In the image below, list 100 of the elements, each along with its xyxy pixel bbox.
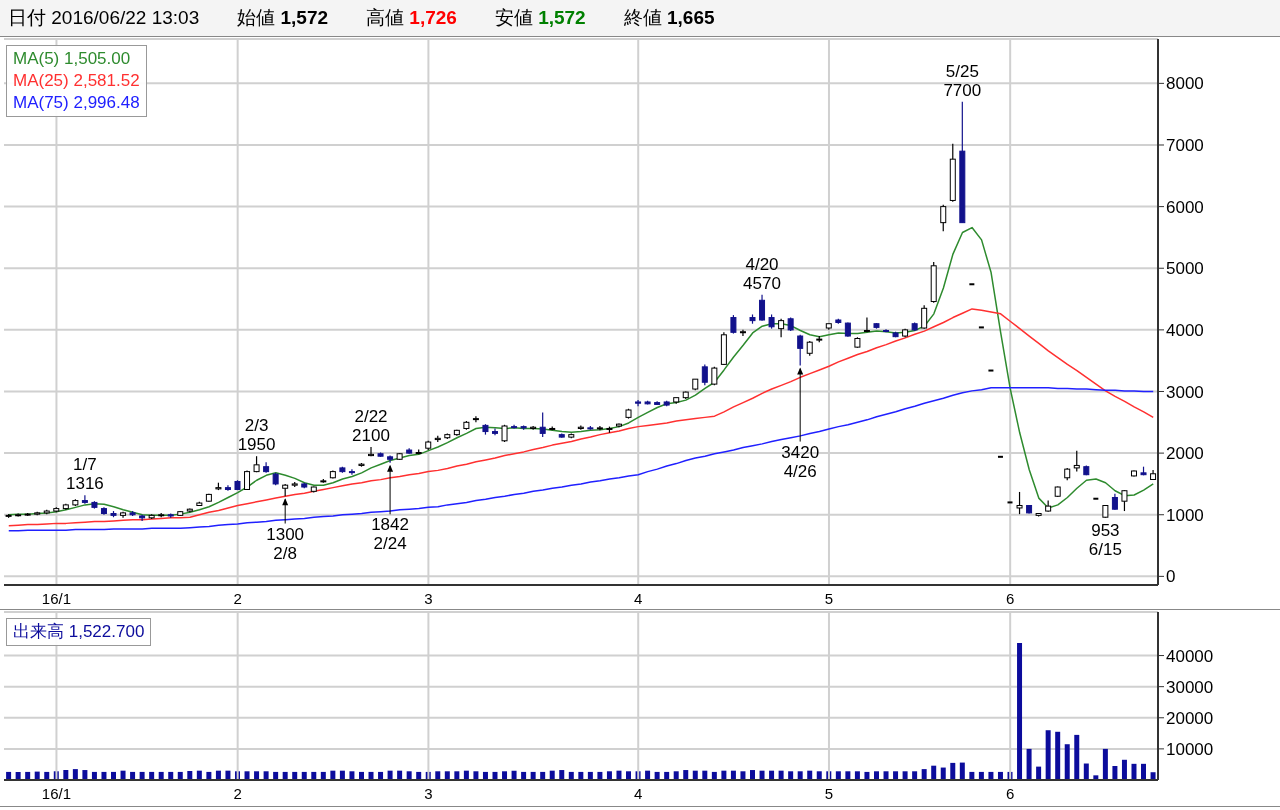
candlestick bbox=[797, 334, 804, 367]
bar bbox=[63, 770, 69, 780]
bar bbox=[254, 771, 260, 780]
bar bbox=[502, 771, 508, 780]
annotation: 1/7 1316 bbox=[65, 455, 104, 494]
annotation: 1300 2/8 bbox=[266, 524, 305, 563]
x-tick-label: 2 bbox=[233, 589, 242, 607]
bar bbox=[473, 771, 479, 780]
bar bbox=[845, 771, 851, 780]
candlestick bbox=[730, 314, 737, 335]
bar bbox=[750, 770, 755, 780]
bar bbox=[1131, 763, 1137, 780]
annotation: 2/22 2100 bbox=[352, 406, 390, 445]
bar bbox=[1150, 772, 1156, 780]
y-tick-label: 8000 bbox=[1166, 74, 1204, 94]
bar bbox=[816, 771, 822, 780]
bar bbox=[1083, 763, 1089, 780]
y-tick-label: 1000 bbox=[1166, 505, 1204, 525]
y-tick-label: 7000 bbox=[1166, 136, 1204, 156]
bar bbox=[444, 771, 450, 780]
candlestick bbox=[701, 363, 708, 386]
y-tick-label: 6000 bbox=[1166, 197, 1204, 217]
x-tick-label: 4 bbox=[634, 589, 643, 607]
candlestick bbox=[1092, 497, 1100, 500]
bar bbox=[1017, 643, 1023, 780]
text: 終値 1,665 bbox=[623, 7, 715, 28]
bar bbox=[559, 770, 565, 780]
y-tick-label: 3000 bbox=[1166, 382, 1204, 402]
bar bbox=[1141, 763, 1147, 780]
candlestick bbox=[968, 283, 976, 286]
bar bbox=[854, 771, 860, 780]
y-tick-label: 10000 bbox=[1166, 739, 1214, 759]
candlestick bbox=[1121, 489, 1128, 512]
annotation: 953 6/15 bbox=[1088, 520, 1122, 559]
bar bbox=[1121, 759, 1127, 780]
text: MA(25) 2,581.52 bbox=[13, 70, 140, 92]
candlestick bbox=[530, 425, 537, 431]
bar bbox=[893, 771, 899, 780]
candlestick bbox=[539, 411, 546, 438]
bar bbox=[912, 771, 918, 780]
bar bbox=[263, 771, 269, 780]
candlestick bbox=[1006, 501, 1014, 504]
bar bbox=[835, 771, 841, 780]
candlestick bbox=[492, 427, 498, 436]
bar bbox=[797, 771, 803, 780]
bar bbox=[788, 771, 794, 780]
candlestick bbox=[1073, 450, 1080, 473]
bar bbox=[683, 770, 689, 780]
annotation: 3420 4/26 bbox=[781, 442, 820, 481]
y-tick-label: 40000 bbox=[1166, 646, 1214, 666]
bar bbox=[606, 771, 612, 780]
bar bbox=[1036, 766, 1042, 780]
bar bbox=[873, 771, 879, 780]
line-series bbox=[8, 226, 1154, 517]
bar bbox=[454, 771, 460, 780]
x-tick-label: 6 bbox=[1006, 784, 1015, 802]
bar bbox=[1045, 730, 1051, 780]
bar bbox=[673, 771, 679, 780]
bar bbox=[1102, 748, 1108, 780]
annotation: 1842 2/24 bbox=[371, 515, 409, 554]
bar bbox=[921, 769, 927, 780]
candlestick bbox=[368, 446, 375, 457]
x-tick-label: 2 bbox=[233, 784, 242, 802]
candlestick bbox=[921, 304, 928, 330]
candlestick bbox=[996, 455, 1004, 458]
text: 日付 2016/06/22 13:03 bbox=[8, 7, 200, 28]
bar bbox=[82, 770, 88, 780]
x-tick-label: 5 bbox=[824, 784, 834, 802]
y-tick-label: 2000 bbox=[1166, 444, 1204, 464]
y-tick-label: 30000 bbox=[1166, 677, 1214, 697]
text: MA(5) 1,505.00 bbox=[13, 48, 132, 70]
x-tick-label: 16/1 bbox=[41, 784, 72, 802]
candlestick bbox=[472, 415, 479, 423]
bar bbox=[950, 762, 956, 780]
bar bbox=[435, 771, 441, 780]
text: 高値 1,726 bbox=[366, 7, 457, 28]
candlestick bbox=[977, 326, 985, 329]
x-tick-label: 4 bbox=[634, 784, 643, 802]
x-tick-label: 3 bbox=[424, 784, 433, 802]
candlestick bbox=[987, 369, 995, 372]
text: 出来高 1,522.700 bbox=[13, 621, 145, 643]
bar bbox=[1112, 766, 1118, 780]
bar bbox=[931, 765, 937, 780]
candlestick bbox=[759, 294, 766, 322]
bar bbox=[902, 771, 908, 780]
candlestick bbox=[940, 204, 947, 232]
annotation: 5/25 7700 bbox=[943, 61, 982, 100]
bar bbox=[959, 762, 965, 780]
candlestick bbox=[778, 318, 785, 338]
text: 始値 1,572 bbox=[237, 7, 329, 28]
bar bbox=[72, 769, 78, 780]
x-tick-label: 3 bbox=[424, 589, 433, 607]
candlestick bbox=[1016, 491, 1023, 515]
bar bbox=[1026, 748, 1032, 780]
text: MA(75) 2,996.48 bbox=[13, 92, 140, 114]
y-tick-label: 20000 bbox=[1166, 708, 1214, 728]
candlestick bbox=[863, 316, 870, 333]
y-tick-label: 5000 bbox=[1166, 259, 1204, 279]
bar bbox=[883, 771, 889, 780]
bar bbox=[626, 771, 632, 780]
